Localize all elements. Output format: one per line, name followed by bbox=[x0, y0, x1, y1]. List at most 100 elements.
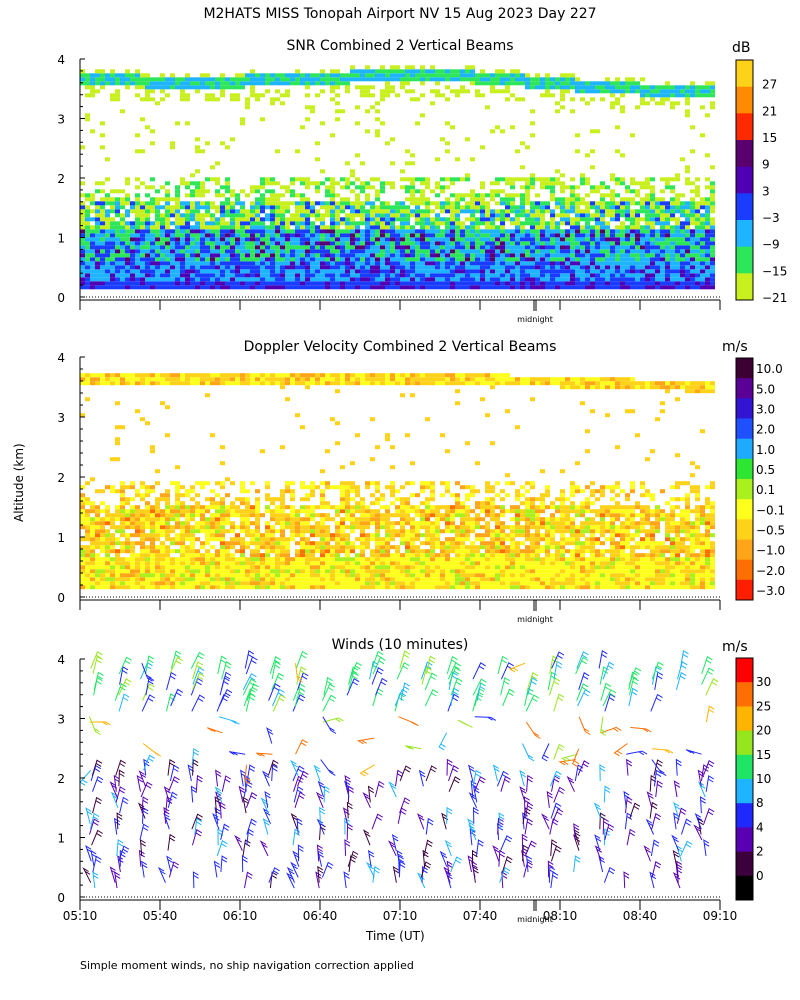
doppler-cell bbox=[225, 517, 230, 522]
snr-cell bbox=[355, 281, 360, 286]
doppler-cell bbox=[100, 517, 105, 522]
doppler-cell bbox=[100, 581, 105, 586]
snr-cell bbox=[695, 193, 700, 198]
snr-cell bbox=[670, 237, 675, 242]
doppler-cell bbox=[135, 493, 140, 498]
doppler-cell bbox=[215, 525, 220, 530]
snr-cell bbox=[470, 209, 475, 214]
snr-cell bbox=[85, 285, 90, 290]
snr-cell bbox=[245, 249, 250, 254]
snr-cell bbox=[575, 273, 580, 278]
snr-cell bbox=[480, 209, 485, 214]
snr-cell bbox=[295, 249, 300, 254]
doppler-cell bbox=[245, 529, 250, 534]
snr-cell bbox=[235, 249, 240, 254]
snr-cell bbox=[230, 225, 235, 230]
snr-cell bbox=[415, 269, 420, 274]
snr-cell bbox=[680, 285, 685, 290]
doppler-cell bbox=[230, 505, 235, 510]
snr-cell bbox=[225, 185, 230, 190]
doppler-cell bbox=[85, 573, 90, 578]
snr-cell bbox=[105, 261, 110, 266]
snr-cell bbox=[335, 245, 340, 250]
doppler-cell bbox=[245, 569, 250, 574]
doppler-cell bbox=[255, 521, 260, 526]
snr-cell bbox=[160, 285, 165, 290]
doppler-cell bbox=[90, 545, 95, 550]
snr-cell bbox=[260, 281, 265, 286]
snr-cell bbox=[695, 253, 700, 258]
doppler-cell bbox=[310, 505, 315, 510]
snr-cell bbox=[540, 241, 545, 246]
snr-cell bbox=[260, 117, 265, 122]
snr-cell bbox=[365, 273, 370, 278]
snr-cell bbox=[305, 253, 310, 258]
snr-cell bbox=[655, 93, 660, 98]
snr-cell bbox=[605, 85, 610, 90]
snr-cell bbox=[225, 181, 230, 186]
doppler-cell bbox=[125, 557, 130, 562]
snr-cell bbox=[140, 233, 145, 238]
snr-cell bbox=[135, 245, 140, 250]
snr-cell bbox=[270, 205, 275, 210]
snr-cell bbox=[540, 269, 545, 274]
doppler-cell bbox=[170, 377, 175, 382]
snr-cell bbox=[635, 249, 640, 254]
snr-cell bbox=[320, 121, 325, 126]
snr-cell bbox=[135, 77, 140, 82]
doppler-cell bbox=[260, 513, 265, 518]
snr-cell bbox=[395, 65, 400, 70]
snr-cell bbox=[660, 281, 665, 286]
snr-cell bbox=[530, 185, 535, 190]
snr-cell bbox=[230, 261, 235, 266]
doppler-cell bbox=[315, 373, 320, 378]
doppler-cell bbox=[210, 521, 215, 526]
snr-cell bbox=[365, 277, 370, 282]
doppler-cell bbox=[165, 533, 170, 538]
doppler-cell bbox=[85, 529, 90, 534]
snr-cell bbox=[235, 269, 240, 274]
snr-cell bbox=[330, 69, 335, 74]
snr-cell bbox=[90, 261, 95, 266]
snr-cell bbox=[140, 201, 145, 206]
doppler-cell bbox=[215, 529, 220, 534]
snr-cell bbox=[650, 285, 655, 290]
snr-cell bbox=[435, 241, 440, 246]
doppler-cell bbox=[120, 533, 125, 538]
snr-cell bbox=[175, 225, 180, 230]
snr-cell bbox=[555, 201, 560, 206]
snr-cell bbox=[630, 217, 635, 222]
snr-cell bbox=[555, 177, 560, 182]
snr-cell bbox=[555, 253, 560, 258]
snr-cell bbox=[235, 217, 240, 222]
doppler-cell bbox=[155, 509, 160, 514]
doppler-cell bbox=[100, 569, 105, 574]
snr-cell bbox=[600, 217, 605, 222]
snr-cell bbox=[330, 221, 335, 226]
snr-cell bbox=[110, 245, 115, 250]
snr-cell bbox=[465, 205, 470, 210]
snr-cell bbox=[235, 281, 240, 286]
snr-cell bbox=[370, 217, 375, 222]
snr-cell bbox=[385, 93, 390, 98]
snr-cell bbox=[620, 257, 625, 262]
snr-cell bbox=[170, 237, 175, 242]
snr-cell bbox=[390, 221, 395, 226]
snr-cell bbox=[445, 185, 450, 190]
snr-cell bbox=[250, 253, 255, 258]
doppler-cell bbox=[80, 377, 85, 382]
snr-cell bbox=[460, 205, 465, 210]
snr-cell bbox=[625, 213, 630, 218]
snr-cell bbox=[490, 225, 495, 230]
snr-cell bbox=[200, 85, 205, 90]
snr-cell bbox=[540, 237, 545, 242]
snr-cell bbox=[335, 265, 340, 270]
snr-cell bbox=[475, 229, 480, 234]
doppler-cell bbox=[135, 521, 140, 526]
snr-cell bbox=[90, 129, 95, 134]
snr-cell bbox=[235, 73, 240, 78]
snr-cell bbox=[545, 229, 550, 234]
snr-cell bbox=[105, 201, 110, 206]
snr-cell bbox=[380, 221, 385, 226]
snr-cell bbox=[445, 73, 450, 78]
